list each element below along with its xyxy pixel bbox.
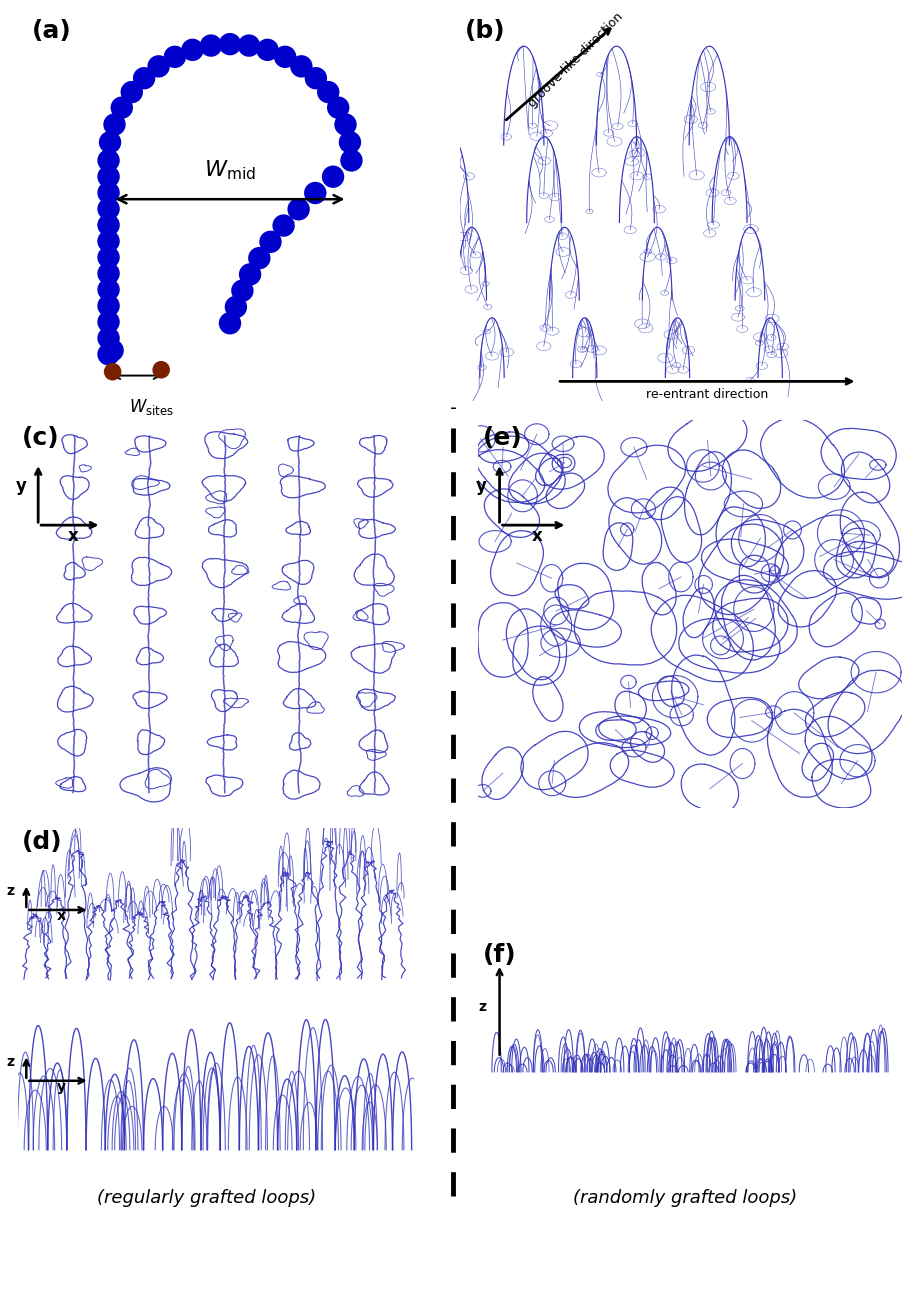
- Point: [308, 68, 323, 89]
- Point: [103, 131, 118, 152]
- Point: [278, 46, 292, 67]
- Point: [101, 344, 116, 365]
- Point: [167, 46, 182, 67]
- Text: x: x: [67, 527, 78, 544]
- Text: $W_{\rm sites}$: $W_{\rm sites}$: [129, 397, 174, 417]
- Point: [242, 35, 256, 57]
- Point: [137, 68, 152, 89]
- Point: [243, 264, 257, 285]
- Point: [325, 166, 340, 187]
- Text: (a): (a): [31, 18, 72, 43]
- Text: x: x: [57, 909, 65, 922]
- Point: [338, 114, 353, 135]
- Text: z: z: [6, 884, 15, 899]
- Point: [260, 39, 275, 60]
- Point: [153, 359, 168, 380]
- Point: [101, 150, 116, 171]
- Point: [222, 313, 237, 334]
- Text: z: z: [6, 1055, 15, 1070]
- Point: [203, 35, 218, 57]
- Text: (e): (e): [482, 426, 522, 451]
- Point: [151, 57, 165, 78]
- Point: [101, 214, 116, 235]
- Point: [234, 280, 249, 301]
- Text: (randomly grafted loops): (randomly grafted loops): [573, 1189, 797, 1208]
- Point: [101, 198, 116, 219]
- Point: [114, 97, 129, 118]
- Text: x: x: [531, 527, 541, 544]
- Point: [105, 340, 119, 361]
- Text: (c): (c): [22, 426, 60, 451]
- Point: [101, 247, 116, 268]
- Text: y: y: [57, 1080, 65, 1093]
- Point: [101, 183, 116, 204]
- Text: y: y: [16, 477, 27, 495]
- Text: (d): (d): [22, 830, 62, 854]
- Point: [294, 57, 309, 78]
- Text: y: y: [475, 477, 486, 495]
- Point: [124, 81, 139, 102]
- Point: [101, 327, 116, 348]
- Point: [101, 231, 116, 252]
- Point: [101, 263, 116, 284]
- Point: [252, 247, 267, 268]
- Text: re-entrant direction: re-entrant direction: [645, 388, 767, 401]
- Text: $W_{\rm mid}$: $W_{\rm mid}$: [204, 158, 255, 181]
- Text: (regularly grafted loops): (regularly grafted loops): [97, 1189, 316, 1208]
- Point: [276, 215, 290, 237]
- Point: [342, 131, 357, 152]
- Point: [222, 34, 237, 55]
- Text: groove-like direction: groove-like direction: [526, 9, 626, 109]
- Text: (b): (b): [464, 18, 505, 43]
- Point: [105, 361, 119, 382]
- Point: [101, 296, 116, 317]
- Point: [101, 279, 116, 300]
- Point: [344, 150, 358, 171]
- Point: [263, 231, 278, 252]
- Point: [107, 114, 121, 135]
- Text: (f): (f): [482, 942, 516, 967]
- Point: [101, 311, 116, 332]
- Point: [331, 97, 346, 118]
- Point: [101, 166, 116, 187]
- Point: [291, 198, 306, 219]
- Point: [321, 81, 335, 102]
- Point: [228, 297, 243, 318]
- Text: z: z: [479, 1000, 486, 1014]
- Point: [185, 39, 199, 60]
- Point: [308, 183, 323, 204]
